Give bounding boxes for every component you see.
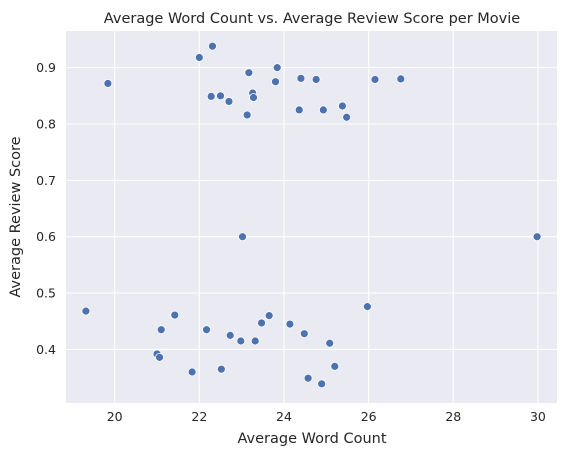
data-point [216,364,226,374]
x-tick-label: 24 [276,409,292,424]
data-point [170,310,180,320]
grid-lines [66,31,557,403]
data-point [238,232,247,242]
y-axis-label: Average Review Score [8,136,24,297]
data-point [317,379,327,389]
data-point [250,336,260,346]
data-point [370,75,380,84]
y-tick-label: 0.5 [36,286,56,301]
data-point [194,53,204,62]
data-point [303,373,313,383]
data-point [296,73,306,83]
data-point [202,325,211,335]
data-point [236,336,246,346]
data-point [325,338,335,348]
data-point [342,112,352,122]
data-points [81,41,542,389]
data-point [249,93,258,102]
data-point [257,318,266,328]
data-point [299,329,309,339]
data-point [272,63,282,73]
data-point [156,325,166,335]
y-axis-ticks: 0.4 0.5 0.6 0.7 0.8 0.9 [36,60,56,357]
y-tick-label: 0.7 [36,173,56,188]
data-point [208,41,217,51]
data-point [311,75,321,84]
data-point [103,79,113,88]
data-point [224,97,234,106]
data-point [244,68,254,78]
plot-area [66,31,557,403]
data-point [362,302,372,312]
data-point [294,105,304,115]
x-tick-label: 28 [445,409,461,424]
data-point [242,110,252,120]
chart-title: Average Word Count vs. Average Review Sc… [104,11,520,27]
data-point [396,74,406,84]
data-point [337,101,347,111]
data-point [318,105,328,115]
data-point [187,367,197,377]
data-point [285,319,295,329]
x-tick-label: 20 [107,409,123,424]
data-point [225,330,235,340]
data-point [264,311,274,321]
data-point [81,306,91,316]
data-point [216,91,225,101]
y-tick-label: 0.6 [36,229,56,244]
data-point [155,352,164,362]
y-tick-label: 0.9 [36,60,56,75]
data-point [206,91,216,101]
x-tick-label: 26 [361,409,377,424]
x-axis-label: Average Word Count [237,431,386,447]
y-tick-label: 0.4 [36,342,56,357]
x-tick-label: 22 [191,409,207,424]
data-point [330,361,340,371]
y-tick-label: 0.8 [36,117,56,132]
data-point [532,232,542,242]
data-point [271,77,280,87]
x-tick-label: 30 [530,409,546,424]
x-axis-ticks: 20 22 24 26 28 30 [107,409,546,424]
